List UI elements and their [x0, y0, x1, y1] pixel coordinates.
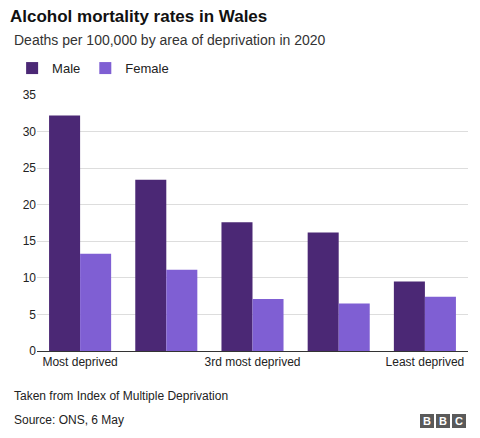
svg-text:5: 5	[29, 308, 36, 322]
html-text:B: B	[439, 415, 447, 427]
svg-text:10: 10	[23, 271, 37, 285]
svg-text:35: 35	[23, 88, 37, 102]
svg-text:Most deprived: Most deprived	[42, 355, 117, 369]
svg-text:3rd most deprived: 3rd most deprived	[204, 355, 300, 369]
html-text:C: C	[455, 415, 463, 427]
svg-text:Female: Female	[125, 61, 168, 76]
svg-text:Alcohol mortality rates in Wal: Alcohol mortality rates in Wales	[10, 7, 267, 26]
svg-text:25: 25	[23, 161, 37, 175]
svg-text:0: 0	[29, 344, 36, 358]
svg-text:15: 15	[23, 234, 37, 248]
svg-text:20: 20	[23, 198, 37, 212]
svg-text:Least deprived: Least deprived	[386, 355, 465, 369]
svg-text:30: 30	[23, 125, 37, 139]
svg-text:Male: Male	[52, 61, 80, 76]
svg-text:Deaths per 100,000 by area of: Deaths per 100,000 by area of deprivatio…	[14, 32, 326, 48]
svg-text:Taken from Index of Multiple D: Taken from Index of Multiple Deprivation	[14, 389, 228, 403]
html-text:B: B	[423, 415, 431, 427]
svg-text:Source: ONS, 6 May: Source: ONS, 6 May	[14, 413, 124, 427]
